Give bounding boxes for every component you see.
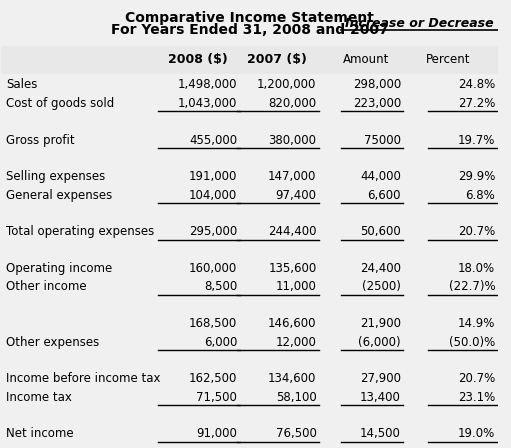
Text: 23.1%: 23.1% xyxy=(458,391,495,404)
Text: Selling expenses: Selling expenses xyxy=(6,170,106,183)
Text: Net income: Net income xyxy=(6,427,74,440)
Text: 76,500: 76,500 xyxy=(275,427,316,440)
Text: 58,100: 58,100 xyxy=(276,391,316,404)
Text: 19.7%: 19.7% xyxy=(458,134,495,146)
Text: 18.0%: 18.0% xyxy=(458,262,495,275)
Text: 29.9%: 29.9% xyxy=(458,170,495,183)
Text: Comparative Income Statement: Comparative Income Statement xyxy=(125,11,374,25)
Text: 298,000: 298,000 xyxy=(353,78,401,91)
Text: 104,000: 104,000 xyxy=(189,189,237,202)
Text: 2008 ($): 2008 ($) xyxy=(168,53,227,66)
Text: 223,000: 223,000 xyxy=(353,97,401,110)
Text: 1,498,000: 1,498,000 xyxy=(178,78,237,91)
Text: 14,500: 14,500 xyxy=(360,427,401,440)
Text: Income before income tax: Income before income tax xyxy=(6,372,161,385)
Text: Income tax: Income tax xyxy=(6,391,72,404)
Text: 6.8%: 6.8% xyxy=(466,189,495,202)
Text: 168,500: 168,500 xyxy=(189,317,237,330)
Text: 44,000: 44,000 xyxy=(360,170,401,183)
Text: 27.2%: 27.2% xyxy=(458,97,495,110)
Text: For Years Ended 31, 2008 and 2007: For Years Ended 31, 2008 and 2007 xyxy=(111,23,388,37)
Text: 24,400: 24,400 xyxy=(360,262,401,275)
Text: 12,000: 12,000 xyxy=(275,336,316,349)
Text: 244,400: 244,400 xyxy=(268,225,316,238)
Text: 71,500: 71,500 xyxy=(196,391,237,404)
Text: Operating income: Operating income xyxy=(6,262,112,275)
Text: 146,600: 146,600 xyxy=(268,317,316,330)
Text: 14.9%: 14.9% xyxy=(458,317,495,330)
Text: 134,600: 134,600 xyxy=(268,372,316,385)
FancyBboxPatch shape xyxy=(2,46,498,73)
Text: (50.0)%: (50.0)% xyxy=(449,336,495,349)
Text: 1,043,000: 1,043,000 xyxy=(178,97,237,110)
Text: 820,000: 820,000 xyxy=(268,97,316,110)
Text: Amount: Amount xyxy=(343,53,389,66)
Text: 8,500: 8,500 xyxy=(204,280,237,293)
Text: 20.7%: 20.7% xyxy=(458,372,495,385)
Text: Other expenses: Other expenses xyxy=(6,336,100,349)
Text: (6,000): (6,000) xyxy=(358,336,401,349)
Text: Other income: Other income xyxy=(6,280,87,293)
Text: 2007 ($): 2007 ($) xyxy=(247,53,307,66)
Text: (2500): (2500) xyxy=(362,280,401,293)
Text: 50,600: 50,600 xyxy=(360,225,401,238)
Text: 6,000: 6,000 xyxy=(204,336,237,349)
Text: 75000: 75000 xyxy=(364,134,401,146)
Text: 21,900: 21,900 xyxy=(360,317,401,330)
Text: 6,600: 6,600 xyxy=(367,189,401,202)
Text: 191,000: 191,000 xyxy=(189,170,237,183)
Text: Percent: Percent xyxy=(426,53,470,66)
Text: 162,500: 162,500 xyxy=(189,372,237,385)
Text: General expenses: General expenses xyxy=(6,189,112,202)
Text: Gross profit: Gross profit xyxy=(6,134,75,146)
Text: 27,900: 27,900 xyxy=(360,372,401,385)
Text: Sales: Sales xyxy=(6,78,38,91)
Text: 24.8%: 24.8% xyxy=(458,78,495,91)
Text: 135,600: 135,600 xyxy=(268,262,316,275)
Text: 380,000: 380,000 xyxy=(268,134,316,146)
Text: 11,000: 11,000 xyxy=(275,280,316,293)
Text: 1,200,000: 1,200,000 xyxy=(257,78,316,91)
Text: Cost of goods sold: Cost of goods sold xyxy=(6,97,114,110)
Text: 455,000: 455,000 xyxy=(189,134,237,146)
Text: 13,400: 13,400 xyxy=(360,391,401,404)
Text: 20.7%: 20.7% xyxy=(458,225,495,238)
Text: 295,000: 295,000 xyxy=(189,225,237,238)
Text: 147,000: 147,000 xyxy=(268,170,316,183)
Text: Total operating expenses: Total operating expenses xyxy=(6,225,155,238)
Text: Increase or Decrease: Increase or Decrease xyxy=(345,17,494,30)
Text: 91,000: 91,000 xyxy=(196,427,237,440)
Text: (22.7)%: (22.7)% xyxy=(449,280,495,293)
Text: 19.0%: 19.0% xyxy=(458,427,495,440)
Text: 160,000: 160,000 xyxy=(189,262,237,275)
Text: 97,400: 97,400 xyxy=(275,189,316,202)
